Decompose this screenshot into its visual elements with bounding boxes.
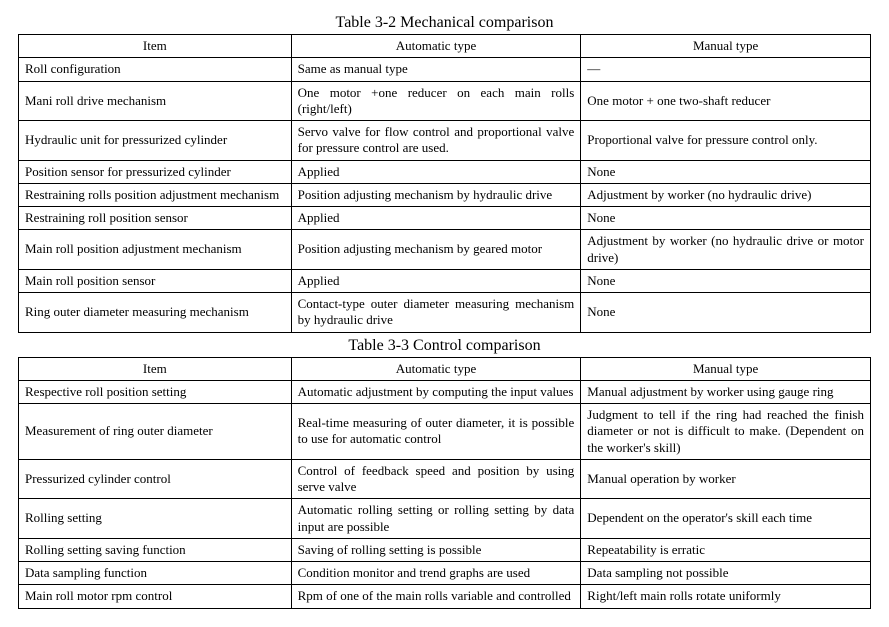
cell-manual: Repeatability is erratic — [581, 538, 871, 561]
cell-auto: Same as manual type — [291, 58, 581, 81]
col-header-auto: Automatic type — [291, 35, 581, 58]
table-row: Hydraulic unit for pressurized cylinder … — [19, 121, 871, 161]
cell-manual: Data sampling not possible — [581, 562, 871, 585]
table-row: Restraining rolls position adjustment me… — [19, 183, 871, 206]
cell-auto: Condition monitor and trend graphs are u… — [291, 562, 581, 585]
cell-manual: None — [581, 160, 871, 183]
table-row: Respective roll position setting Automat… — [19, 380, 871, 403]
table-row: Ring outer diameter measuring mechanism … — [19, 293, 871, 333]
cell-item: Rolling setting — [19, 499, 292, 539]
cell-auto: Applied — [291, 160, 581, 183]
cell-auto: Applied — [291, 269, 581, 292]
table-row: Main roll position sensor Applied None — [19, 269, 871, 292]
cell-item: Main roll position adjustment mechanism — [19, 230, 292, 270]
cell-manual: Manual operation by worker — [581, 459, 871, 499]
cell-manual: None — [581, 207, 871, 230]
col-header-item: Item — [19, 35, 292, 58]
table-row: Rolling setting Automatic rolling settin… — [19, 499, 871, 539]
table-row: Roll configuration Same as manual type — — [19, 58, 871, 81]
cell-item: Mani roll drive mechanism — [19, 81, 292, 121]
cell-item: Ring outer diameter measuring mechanism — [19, 293, 292, 333]
cell-manual: Proportional valve for pressure control … — [581, 121, 871, 161]
table-row: Position sensor for pressurized cylinder… — [19, 160, 871, 183]
cell-auto: Automatic rolling setting or rolling set… — [291, 499, 581, 539]
mechanical-comparison-table: Item Automatic type Manual type Roll con… — [18, 34, 871, 333]
table-row: Pressurized cylinder control Control of … — [19, 459, 871, 499]
cell-auto: Position adjusting mechanism by hydrauli… — [291, 183, 581, 206]
cell-auto: Saving of rolling setting is possible — [291, 538, 581, 561]
cell-manual: Judgment to tell if the ring had reached… — [581, 404, 871, 460]
table-row: Data sampling function Condition monitor… — [19, 562, 871, 585]
cell-item: Measurement of ring outer diameter — [19, 404, 292, 460]
cell-manual: Right/left main rolls rotate uniformly — [581, 585, 871, 608]
cell-manual: Manual adjustment by worker using gauge … — [581, 380, 871, 403]
table-row: Restraining roll position sensor Applied… — [19, 207, 871, 230]
table-row: Main roll position adjustment mechanism … — [19, 230, 871, 270]
col-header-manual: Manual type — [581, 357, 871, 380]
cell-auto: One motor +one reducer on each main roll… — [291, 81, 581, 121]
table-row: Mani roll drive mechanism One motor +one… — [19, 81, 871, 121]
col-header-auto: Automatic type — [291, 357, 581, 380]
cell-auto: Contact-type outer diameter measuring me… — [291, 293, 581, 333]
cell-item: Main roll motor rpm control — [19, 585, 292, 608]
cell-auto: Position adjusting mechanism by geared m… — [291, 230, 581, 270]
cell-auto: Automatic adjustment by computing the in… — [291, 380, 581, 403]
cell-auto: Applied — [291, 207, 581, 230]
col-header-manual: Manual type — [581, 35, 871, 58]
table-header-row: Item Automatic type Manual type — [19, 35, 871, 58]
cell-auto: Control of feedback speed and position b… — [291, 459, 581, 499]
cell-item: Restraining rolls position adjustment me… — [19, 183, 292, 206]
cell-item: Data sampling function — [19, 562, 292, 585]
cell-manual: — — [581, 58, 871, 81]
cell-item: Restraining roll position sensor — [19, 207, 292, 230]
col-header-item: Item — [19, 357, 292, 380]
table-row: Measurement of ring outer diameter Real-… — [19, 404, 871, 460]
cell-manual: None — [581, 293, 871, 333]
table-title: Table 3-3 Control comparison — [18, 337, 871, 355]
cell-item: Hydraulic unit for pressurized cylinder — [19, 121, 292, 161]
table-row: Rolling setting saving function Saving o… — [19, 538, 871, 561]
cell-manual: Dependent on the operator's skill each t… — [581, 499, 871, 539]
cell-item: Position sensor for pressurized cylinder — [19, 160, 292, 183]
cell-item: Roll configuration — [19, 58, 292, 81]
cell-auto: Rpm of one of the main rolls variable an… — [291, 585, 581, 608]
cell-item: Pressurized cylinder control — [19, 459, 292, 499]
cell-manual: None — [581, 269, 871, 292]
table-header-row: Item Automatic type Manual type — [19, 357, 871, 380]
table-row: Main roll motor rpm control Rpm of one o… — [19, 585, 871, 608]
cell-item: Rolling setting saving function — [19, 538, 292, 561]
control-comparison-table: Item Automatic type Manual type Respecti… — [18, 357, 871, 609]
table-title: Table 3-2 Mechanical comparison — [18, 14, 871, 32]
cell-auto: Servo valve for flow control and proport… — [291, 121, 581, 161]
cell-auto: Real-time measuring of outer diameter, i… — [291, 404, 581, 460]
cell-manual: One motor + one two-shaft reducer — [581, 81, 871, 121]
cell-item: Respective roll position setting — [19, 380, 292, 403]
cell-manual: Adjustment by worker (no hydraulic drive… — [581, 183, 871, 206]
cell-manual: Adjustment by worker (no hydraulic drive… — [581, 230, 871, 270]
cell-item: Main roll position sensor — [19, 269, 292, 292]
